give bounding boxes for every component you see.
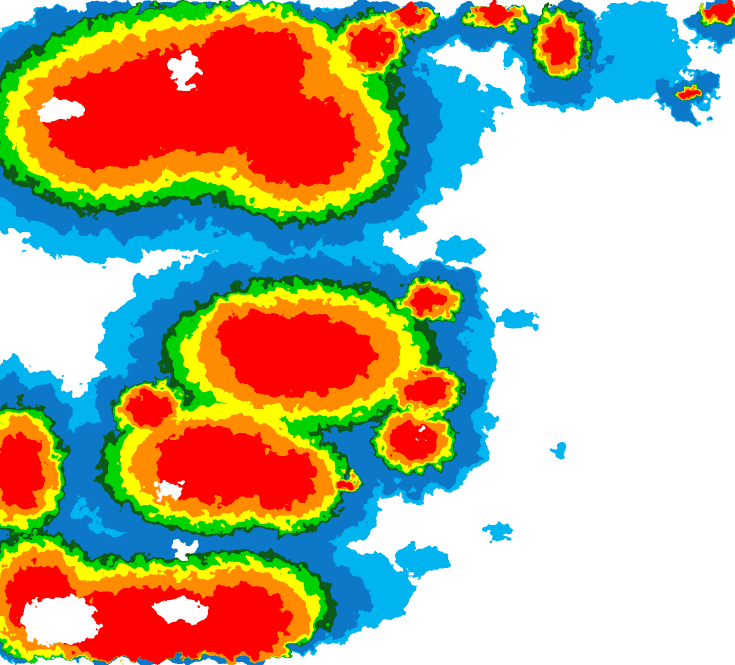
cloud-fragment — [486, 522, 514, 538]
cloud-cell — [404, 375, 446, 405]
cold-core — [155, 598, 205, 622]
cloud-cell — [707, 4, 733, 19]
cold-core — [20, 595, 100, 645]
cloud-cell — [476, 4, 514, 22]
cloud-fragment — [435, 238, 485, 262]
cloud-cell — [395, 4, 425, 27]
cloud-cell — [683, 88, 697, 98]
cloud-fragment — [390, 546, 450, 574]
cloud-cell — [192, 27, 308, 93]
cloud-cell — [242, 94, 358, 186]
map-frame — [0, 3, 735, 661]
cloud-cell — [129, 393, 171, 427]
cloud-fragment — [600, 4, 680, 44]
cloud-fragment — [500, 310, 540, 330]
cloud-cell — [217, 311, 283, 369]
cloud-cell — [411, 288, 449, 312]
cloud-cell — [243, 451, 317, 509]
cloud-cell — [44, 70, 176, 170]
cold-core — [156, 480, 184, 500]
cold-core — [175, 540, 195, 560]
cold-core — [38, 100, 82, 120]
cold-core — [415, 425, 425, 435]
cloud-cell — [392, 421, 438, 459]
cloud-cell — [0, 433, 45, 507]
cloud-cell — [349, 26, 391, 64]
cloud-cell — [190, 583, 290, 657]
cloud-cell — [545, 24, 575, 66]
cold-core — [171, 52, 199, 88]
cloud-cell — [336, 478, 354, 492]
cold-cores — [20, 52, 425, 645]
cloud-fragment — [550, 444, 570, 456]
